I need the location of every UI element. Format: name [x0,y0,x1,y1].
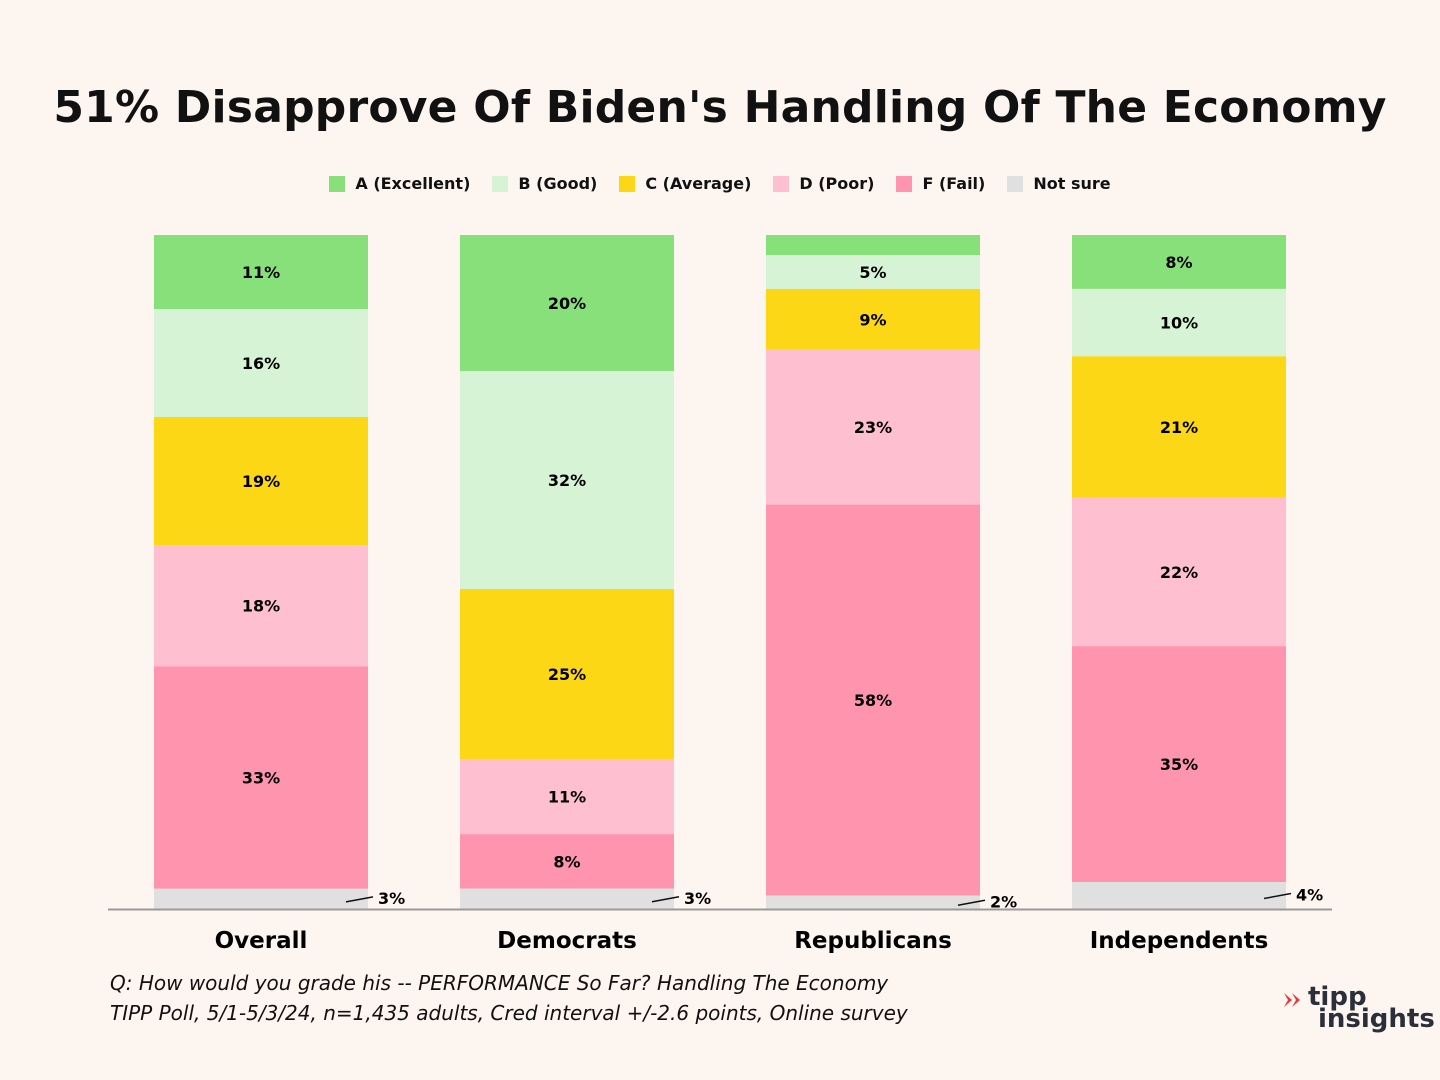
bar-segment [154,309,368,417]
category-label: Overall [215,928,308,954]
label-leader-line [345,896,374,903]
label-leader-line [957,899,986,906]
data-label: 11% [548,788,586,807]
data-label: 11% [242,263,280,282]
data-label: 18% [242,597,280,616]
footnote-question: Q: How would you grade his -- PERFORMANC… [110,971,889,995]
data-label: 22% [1160,563,1198,582]
category-label: Independents [1090,928,1269,954]
bar-segment [460,589,674,760]
data-label: 8% [1165,253,1192,272]
legend-swatch [329,175,346,192]
bar-segment [154,666,368,889]
bar-segment [460,888,674,909]
bar-segment [460,371,674,590]
data-label: 25% [548,665,586,684]
data-label: 16% [242,354,280,373]
label-leader-line [1263,892,1292,900]
data-label: 3% [378,889,405,908]
label-leader-line [651,896,680,903]
legend-label: F (Fail) [922,174,986,193]
legend-item: F (Fail) [896,174,985,193]
data-label: 3% [684,889,711,908]
legend-item: A (Excellent) [329,174,470,193]
data-label: 9% [859,310,886,329]
data-label: 19% [242,472,280,491]
data-label: 21% [1160,418,1198,437]
bar-segment [460,235,674,372]
bar-segment [766,255,980,289]
legend-swatch [619,175,636,192]
tipp-insights-logo: tipp insights [1280,982,1435,1043]
footnote-source: TIPP Poll, 5/1-5/3/24, n=1,435 adults, C… [110,1001,908,1025]
bar-segment [154,416,368,546]
chart-legend: A (Excellent) B (Good) C (Average) D (Poor)… [0,174,1440,193]
footnote: Q: How would you grade his -- PERFORMANC… [110,968,908,1028]
legend-swatch [896,175,913,192]
legend-item: Not sure [1007,174,1111,193]
category-label: Republicans [794,928,952,954]
logo-text-insights: insights [1318,1004,1435,1034]
legend-label: B (Good) [518,174,598,193]
bar-segment [460,834,674,889]
data-label: 33% [242,769,280,788]
bar-segment [766,895,980,909]
logo-text-tipp: tipp [1308,982,1367,1012]
data-label: 5% [859,263,886,282]
bar-segment [460,759,674,835]
legend-swatch [773,175,790,192]
data-label: 58% [854,691,892,710]
legend-swatch [1007,175,1024,192]
bar-segment [1072,356,1286,498]
bar-segment [1072,497,1286,647]
data-label: 10% [1160,314,1198,333]
legend-item: C (Average) [619,174,751,193]
legend-swatch [492,175,509,192]
logo-arrows-icon [1284,993,1300,1007]
bar-segment [766,288,980,350]
bar-segment [1072,288,1286,357]
legend-label: Not sure [1033,174,1111,193]
bar-segment [766,349,980,505]
bar-segment [1072,882,1286,909]
legend-label: A (Excellent) [355,174,471,193]
legend-label: D (Poor) [799,174,875,193]
bar-segment [1072,646,1286,883]
legend-label: C (Average) [645,174,752,193]
bar-segment [154,235,368,310]
data-label: 20% [548,294,586,313]
data-label: 4% [1296,886,1323,905]
chart-title: 51% Disapprove Of Biden's Handling Of Th… [53,82,1387,133]
category-label: Democrats [497,928,637,954]
bar-segment [154,545,368,667]
bar-segment [1072,235,1286,289]
bar-segment [154,888,368,909]
data-label: 23% [854,418,892,437]
bar-segment [766,235,980,256]
legend-item: B (Good) [492,174,597,193]
data-label: 8% [553,852,580,871]
data-label: 2% [990,892,1017,911]
legend-item: D (Poor) [773,174,874,193]
data-label: 35% [1160,755,1198,774]
data-label: 32% [548,471,586,490]
bar-segment [766,504,980,896]
